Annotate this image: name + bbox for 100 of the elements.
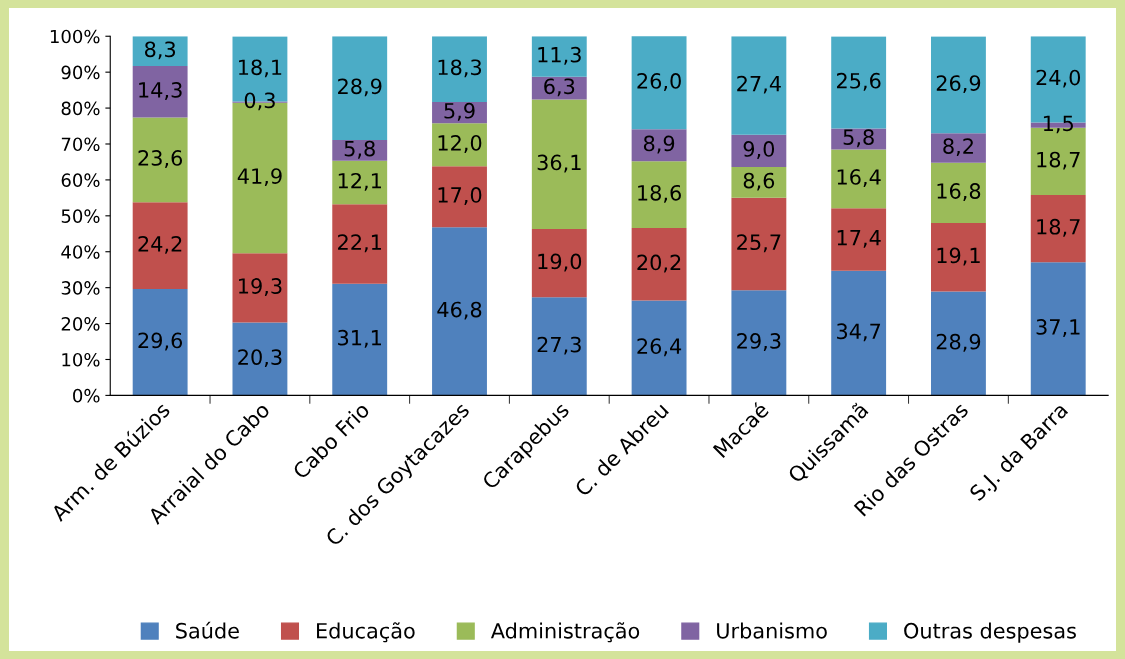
data-label: 26,9 [936,75,981,94]
data-label: 6,3 [544,78,575,97]
bar [831,36,887,129]
bar [731,197,787,291]
bar [332,36,388,141]
bar [332,204,388,284]
bar [931,133,986,163]
data-label: 8,2 [943,138,973,157]
data-label: 23,6 [138,150,183,168]
y-tick-label: 100% [50,29,100,44]
data-label: 25,6 [836,72,881,91]
bar [531,297,587,396]
data-label: 8,3 [144,41,176,60]
data-label: 25,7 [737,234,781,253]
data-label: 19,1 [937,247,980,266]
bar [1030,262,1086,396]
bar [731,290,787,396]
bar [631,300,687,396]
bar [432,166,487,228]
y-tick-label: 60% [61,173,100,188]
bar [731,134,787,167]
data-label: 29,6 [138,332,183,351]
bar [432,36,487,102]
bar [731,166,787,198]
data-label: 17,4 [837,230,881,248]
bar [232,322,288,396]
y-tick-label: 90% [61,65,100,80]
data-label: 27,4 [737,75,781,94]
bar [232,253,288,323]
y-tick-label: 10% [62,352,100,367]
legend-label: Educação [317,622,415,643]
bar [531,36,587,77]
data-label: 16,8 [937,183,981,202]
bar [831,270,887,396]
data-label: 34,7 [837,323,881,342]
data-label: 18,7 [1037,218,1080,237]
data-label: 36,1 [537,154,581,173]
legend-label: Urbanismo [717,622,827,639]
data-label: 11,3 [538,46,581,65]
y-tick-label: 40% [61,245,100,259]
bar [1030,194,1086,263]
data-label: 24,2 [138,235,182,254]
data-label: 0,3 [244,92,275,111]
data-label: 27,3 [537,336,581,355]
legend-label: Administração [490,622,640,643]
data-label: 5,8 [344,140,375,159]
y-tick-label: 30% [61,281,100,295]
data-label: 20,3 [238,349,282,368]
data-label: 29,3 [737,333,781,351]
data-label: 8,9 [643,135,675,154]
data-label: 19,3 [239,278,282,296]
data-label: 20,2 [637,254,681,273]
y-tick-label: 20% [61,317,100,331]
bar [332,283,388,396]
bar [931,162,986,224]
data-label: 19,0 [538,253,582,272]
data-label: 5,9 [444,102,475,121]
bar [132,66,188,118]
bar [531,99,587,230]
bar [631,161,687,229]
data-label: 8,6 [743,172,775,191]
data-label: 26,0 [637,73,681,91]
data-label: 26,4 [637,338,682,357]
y-tick-label: 50% [61,209,100,223]
bar [631,36,687,130]
data-label: 37,1 [1036,319,1080,337]
bar [931,36,986,134]
data-label: 9,0 [743,141,775,159]
data-label: 18,7 [1037,151,1080,170]
bar [132,117,188,203]
data-label: 16,4 [837,169,881,187]
bar [432,227,487,396]
bar [631,228,687,301]
legend-label: Saúde [176,621,239,639]
bar [132,289,188,396]
bar [931,223,986,292]
bar [332,160,388,205]
data-label: 1,5 [1043,115,1073,134]
bar [531,229,587,298]
data-label: 18,3 [438,59,482,78]
bar [631,129,687,162]
data-label: 31,1 [338,329,381,348]
bar [432,123,487,167]
data-label: 24,0 [1036,69,1081,88]
data-label: 12,1 [338,172,381,191]
y-tick-label: 70% [61,137,100,152]
data-label: 17,0 [438,187,482,205]
data-label: 5,8 [843,129,874,148]
data-label: 41,9 [237,168,282,187]
data-label: 28,9 [338,78,382,97]
legend-label: Outras despesas [904,622,1076,643]
bar [132,202,188,290]
data-label: 14,3 [139,82,182,100]
data-label: 12,0 [438,135,482,153]
bar [731,36,787,135]
bar [831,149,887,209]
y-tick-label: 80% [61,101,100,116]
data-label: 22,1 [338,234,381,253]
data-label: 46,8 [437,301,482,320]
data-label: 18,1 [239,59,282,78]
